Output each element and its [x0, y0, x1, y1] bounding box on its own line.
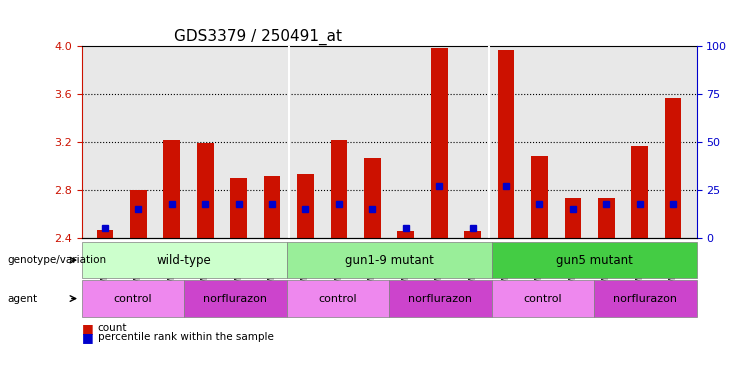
- Bar: [330, 140, 348, 238]
- Bar: [164, 140, 180, 238]
- Text: wild-type: wild-type: [156, 254, 211, 266]
- Bar: [264, 176, 280, 238]
- Text: ■: ■: [82, 331, 93, 344]
- Bar: [297, 174, 314, 238]
- Bar: [498, 50, 514, 238]
- Bar: [96, 230, 113, 238]
- Bar: [397, 231, 414, 238]
- Text: control: control: [523, 293, 562, 304]
- Bar: [531, 157, 548, 238]
- Text: percentile rank within the sample: percentile rank within the sample: [98, 332, 273, 342]
- Bar: [130, 190, 147, 238]
- Text: count: count: [98, 323, 127, 333]
- Text: control: control: [113, 293, 152, 304]
- Text: control: control: [319, 293, 357, 304]
- Bar: [230, 178, 247, 238]
- Text: norflurazon: norflurazon: [203, 293, 268, 304]
- Text: genotype/variation: genotype/variation: [7, 255, 107, 265]
- Bar: [598, 199, 614, 238]
- Text: GDS3379 / 250491_at: GDS3379 / 250491_at: [173, 28, 342, 45]
- Text: ■: ■: [82, 322, 93, 335]
- Bar: [364, 158, 381, 238]
- Bar: [464, 231, 481, 238]
- Text: agent: agent: [7, 293, 38, 304]
- Text: norflurazon: norflurazon: [614, 293, 677, 304]
- Text: gun5 mutant: gun5 mutant: [556, 254, 633, 266]
- Bar: [665, 98, 682, 238]
- Text: gun1-9 mutant: gun1-9 mutant: [345, 254, 433, 266]
- Bar: [565, 199, 581, 238]
- Bar: [431, 48, 448, 238]
- Bar: [197, 143, 213, 238]
- Text: norflurazon: norflurazon: [408, 293, 472, 304]
- Bar: [631, 146, 648, 238]
